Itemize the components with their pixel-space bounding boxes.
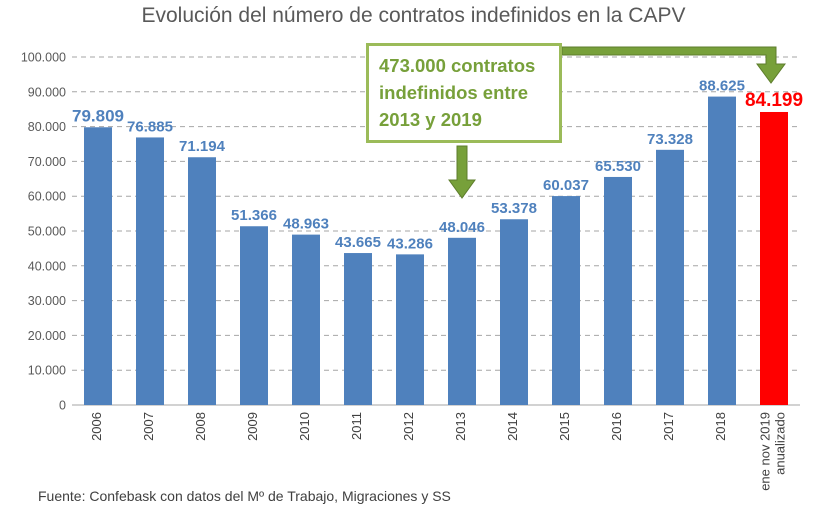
x-tick-label: 2016 [609, 412, 624, 441]
callout-line-1: 473.000 contratos [379, 55, 536, 76]
data-label: 84.199 [745, 90, 803, 111]
x-tick-label: 2012 [401, 412, 416, 441]
x-tick-label: ene nov 2019 [758, 412, 773, 491]
data-label: 48.046 [439, 219, 485, 236]
callout-arrows [448, 46, 786, 199]
x-tick-label: 2011 [349, 412, 364, 440]
bars [84, 96, 788, 406]
bar [760, 111, 788, 405]
bar [552, 196, 580, 405]
bar [84, 127, 112, 405]
source-note: Fuente: Confebask con datos del Mº de Tr… [38, 488, 451, 504]
y-tick-label: 50.000 [28, 225, 66, 239]
bar [344, 253, 372, 405]
x-tick-label: anualizado [773, 412, 788, 475]
data-label: 71.194 [179, 138, 226, 155]
data-label: 65.530 [595, 158, 641, 175]
y-tick-label: 80.000 [28, 120, 66, 134]
y-tick-label: 20.000 [28, 329, 66, 343]
callout-line-2: indefinidos entre [379, 82, 529, 103]
y-tick-label: 70.000 [28, 155, 66, 169]
x-tick-label: 2007 [141, 412, 156, 441]
x-tick-label: 2006 [89, 412, 104, 441]
data-label: 76.885 [127, 118, 173, 135]
bar [136, 137, 164, 406]
bar [604, 176, 632, 405]
y-tick-label: 100.000 [21, 51, 66, 65]
data-label: 60.037 [543, 177, 589, 194]
x-tick-label: 2009 [245, 412, 260, 441]
x-axis-ticks: 2006 2007 2008 2009 2010 2011 2012 2013 2014 2015… [89, 412, 788, 491]
bar [448, 237, 476, 405]
y-axis-ticks: 0 10.000 20.000 30.000 40.000 50.000 60.000 70.… [21, 51, 66, 413]
bar [708, 96, 736, 406]
elbow-arrow-2019 [561, 46, 786, 84]
x-tick-label: 2013 [453, 412, 468, 441]
down-arrow-2013 [448, 145, 476, 199]
x-tick-label: 2015 [557, 412, 572, 441]
bar [292, 234, 320, 405]
y-tick-label: 30.000 [28, 294, 66, 308]
data-label: 73.328 [647, 131, 693, 148]
x-tick-label: 2014 [505, 412, 520, 441]
y-tick-label: 0 [59, 399, 66, 413]
bar [500, 219, 528, 405]
data-label: 79.809 [72, 106, 124, 125]
chart-title: Evolución del número de contratos indefi… [141, 4, 686, 27]
bar [656, 149, 684, 405]
y-tick-label: 10.000 [28, 364, 66, 378]
callout-annotation: 473.000 contratos indefinidos entre 2013… [366, 43, 562, 143]
callout-line-3: 2013 y 2019 [379, 109, 482, 130]
x-tick-label: 2017 [661, 412, 676, 441]
bar [396, 254, 424, 405]
x-tick-label: 2008 [193, 412, 208, 441]
x-tick-label: 2018 [713, 412, 728, 441]
bar [240, 226, 268, 405]
y-tick-label: 90.000 [28, 85, 66, 99]
data-label: 53.378 [491, 200, 537, 217]
data-label: 88.625 [699, 78, 745, 95]
y-tick-label: 60.000 [28, 190, 66, 204]
x-tick-label: 2010 [297, 412, 312, 441]
data-label: 51.366 [231, 207, 277, 224]
bar [188, 157, 216, 405]
data-label: 43.286 [387, 235, 433, 252]
y-tick-label: 40.000 [28, 259, 66, 273]
data-label: 48.963 [283, 216, 329, 233]
data-label: 43.665 [335, 234, 381, 251]
